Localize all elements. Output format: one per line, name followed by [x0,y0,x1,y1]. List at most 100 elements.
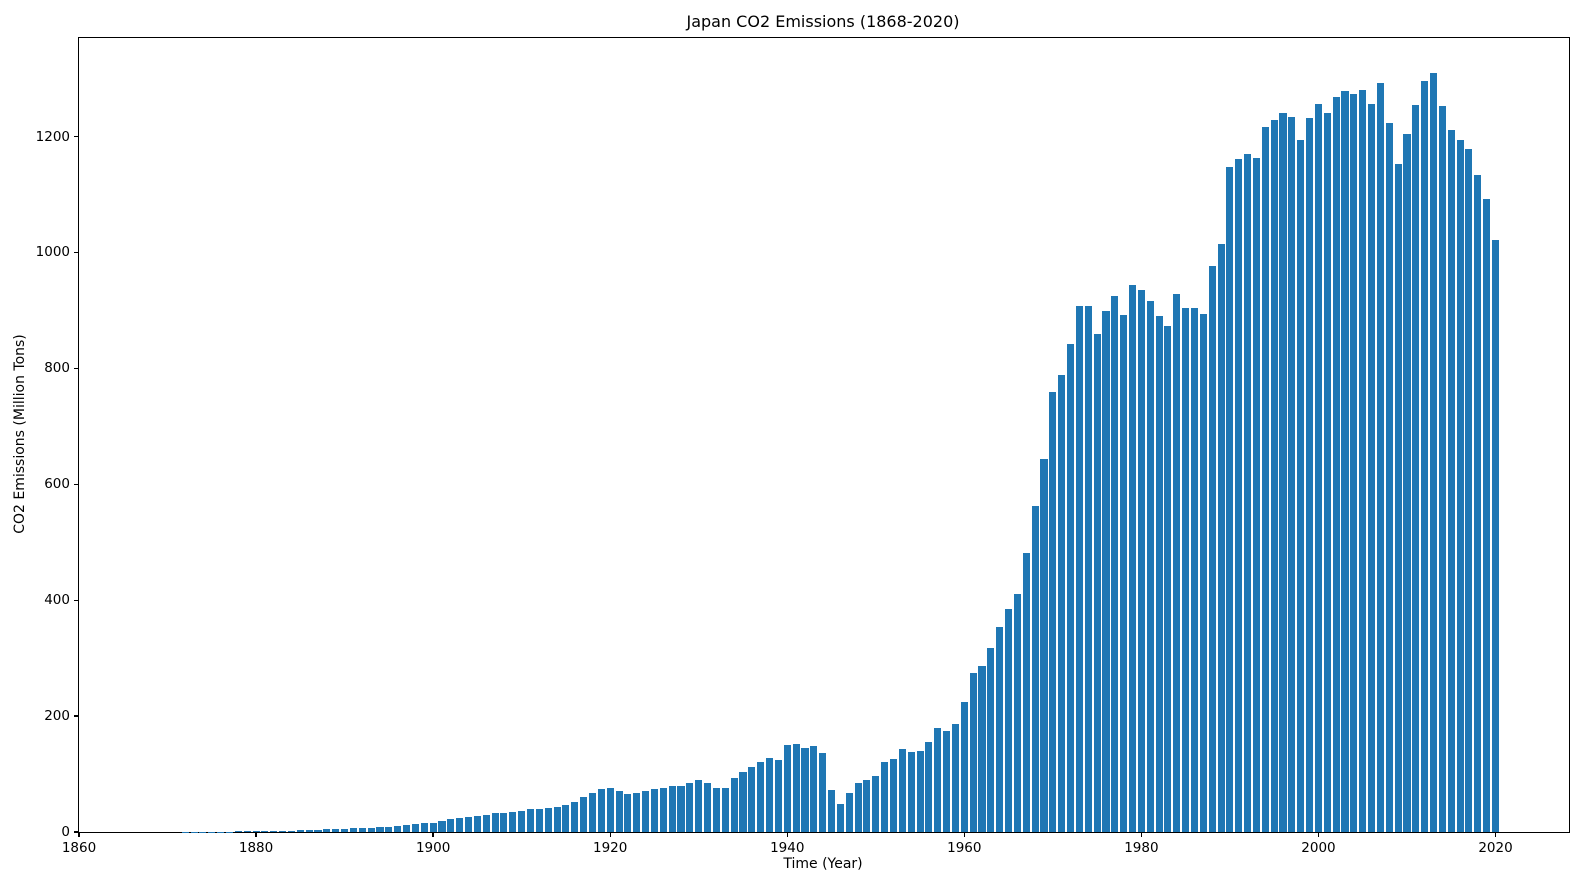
y-tick-label-200: 200 [44,708,70,725]
bar-1884 [287,830,295,832]
bar-1995 [1270,120,1278,832]
bar-1935 [739,772,747,832]
bar-1955 [916,751,924,832]
bar-1950 [872,775,880,832]
bar-1960 [960,701,968,832]
bar-1882 [270,830,278,832]
bar-1924 [642,791,650,832]
bar-1932 [712,787,720,832]
bar-2012 [1421,80,1429,832]
y-tick-label-1200: 1200 [35,128,70,145]
y-tick-label-1000: 1000 [35,244,70,261]
bar-1947 [845,792,853,832]
bar-2011 [1412,105,1420,832]
bar-2003 [1341,91,1349,832]
bar-1908 [500,812,508,832]
y-tick-label-400: 400 [44,592,70,609]
bar-1895 [385,826,393,832]
bar-2004 [1350,94,1358,832]
bar-1894 [376,827,384,832]
bar-1972 [1067,344,1075,832]
bar-1923 [633,793,641,832]
bar-2020 [1491,239,1500,832]
bar-1919 [597,788,605,832]
bar-1997 [1288,117,1296,832]
bar-1909 [509,812,517,832]
bar-1976 [1102,310,1110,832]
x-tick-mark-1880 [255,832,257,837]
bar-2008 [1385,123,1393,832]
bar-1967 [1022,552,1030,832]
bar-1989 [1217,243,1225,832]
bar-1981 [1146,300,1154,832]
bar-1965 [1005,608,1013,832]
bar-2007 [1376,82,1384,832]
y-axis-title: CO2 Emissions (Million Tons) [12,334,28,534]
bar-1896 [394,825,402,832]
bar-1879 [243,831,251,832]
bar-1970 [1049,392,1057,832]
bar-1892 [358,827,366,832]
x-tick-mark-1940 [786,832,788,837]
bar-1956 [925,741,933,832]
bar-1897 [403,825,411,832]
bar-1948 [854,782,862,832]
x-tick-label-2000: 2000 [1301,840,1336,856]
x-axis-title: Time (Year) [783,856,863,872]
x-tick-label-1940: 1940 [770,840,805,856]
bar-1952 [889,758,898,832]
bar-1904 [465,817,473,832]
y-tick-label-600: 600 [44,476,70,493]
bar-1958 [943,731,951,832]
bar-1916 [571,801,579,832]
bar-1880 [252,831,260,832]
bar-2010 [1403,133,1411,832]
bar-1887 [314,829,322,832]
bar-2017 [1465,149,1473,832]
bar-1984 [1173,294,1181,832]
bar-1999 [1306,117,1314,832]
bar-1975 [1093,333,1101,832]
bar-1910 [518,811,526,832]
bar-1912 [535,808,543,832]
bar-1980 [1137,289,1145,832]
x-tick-mark-1860 [78,832,80,837]
bar-1943 [810,745,818,832]
bar-1885 [296,830,304,832]
bar-1888 [323,829,331,832]
bar-2018 [1474,174,1482,832]
y-tick-label-800: 800 [44,360,70,377]
x-tick-label-1860: 1860 [61,840,97,856]
bar-1928 [677,785,685,832]
bar-1959 [951,724,959,832]
bar-1977 [1111,295,1119,832]
bar-1974 [1084,306,1092,832]
bar-2015 [1447,129,1455,832]
bar-1938 [766,757,774,832]
bar-1939 [774,760,782,832]
bar-1953 [898,749,906,832]
bar-1927 [668,786,676,832]
bar-1903 [456,818,464,832]
bar-1931 [704,783,712,832]
bar-1940 [783,744,791,832]
bar-1913 [544,807,552,832]
x-tick-label-1880: 1880 [238,840,274,856]
bar-1941 [792,743,800,832]
bar-1900 [429,822,437,832]
bar-1978 [1120,315,1128,832]
bar-1951 [881,761,889,832]
bar-1992 [1244,153,1252,832]
x-tick-label-1960: 1960 [947,840,982,856]
bar-1961 [969,672,977,832]
x-tick-label-2020: 2020 [1478,840,1513,856]
x-tick-label-1980: 1980 [1124,840,1159,856]
bar-2001 [1323,113,1331,832]
bar-1907 [491,813,499,832]
x-tick-mark-2020 [1494,832,1497,837]
bar-2000 [1314,104,1322,832]
bar-1993 [1252,157,1261,832]
bar-1945 [827,789,836,832]
bar-1982 [1155,315,1163,832]
